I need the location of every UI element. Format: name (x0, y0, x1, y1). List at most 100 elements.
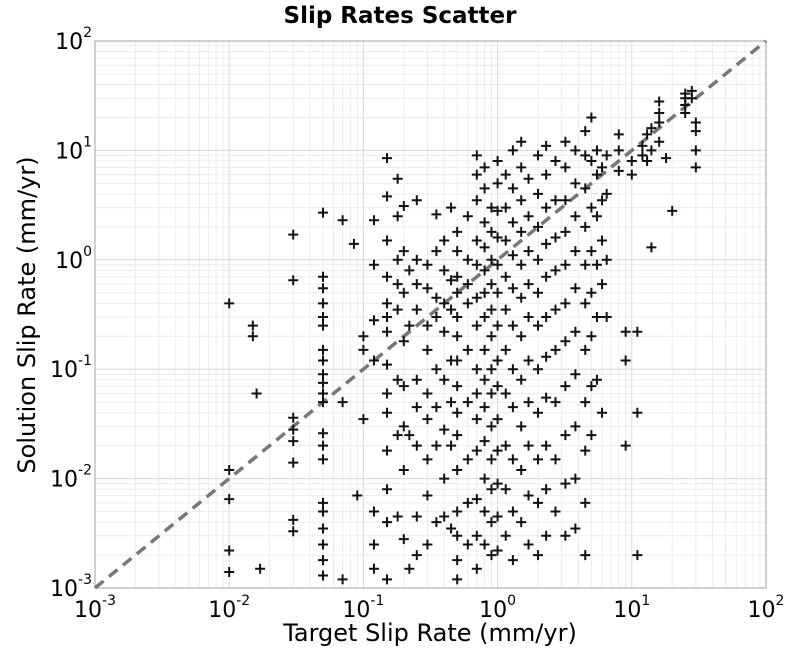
data-point (654, 96, 665, 107)
data-point (601, 312, 612, 323)
data-point (422, 283, 433, 294)
data-point (452, 246, 463, 257)
data-point (492, 287, 503, 298)
data-point (492, 320, 503, 331)
data-point (471, 445, 482, 456)
data-point (382, 191, 393, 202)
data-point (352, 490, 363, 501)
data-point (597, 279, 608, 290)
data-point (439, 326, 450, 337)
data-point (486, 254, 497, 265)
data-point (661, 153, 672, 164)
data-point (500, 304, 511, 315)
data-point (516, 292, 527, 303)
data-point (471, 292, 482, 303)
data-point (500, 530, 511, 541)
data-points (224, 85, 701, 585)
data-point (550, 195, 561, 206)
data-point (318, 388, 329, 399)
plot-frame (94, 40, 767, 589)
data-point (318, 207, 329, 218)
data-point (580, 298, 591, 309)
data-point (586, 202, 597, 213)
data-point (392, 304, 403, 315)
data-point (288, 229, 299, 240)
data-point (580, 126, 591, 137)
data-point (471, 563, 482, 574)
data-point (318, 428, 329, 439)
data-point (318, 320, 329, 331)
data-point (523, 440, 534, 451)
data-point (392, 173, 403, 184)
data-point (318, 454, 329, 465)
data-point (516, 136, 527, 147)
data-point (507, 555, 518, 566)
data-point (516, 464, 527, 475)
data-point (318, 355, 329, 366)
data-point (642, 156, 653, 167)
data-point (411, 440, 422, 451)
data-point (369, 506, 380, 517)
data-point (591, 259, 602, 270)
data-point (471, 530, 482, 541)
data-point (597, 195, 608, 206)
data-point (532, 320, 543, 331)
data-point (486, 454, 497, 465)
data-point (479, 344, 490, 355)
data-point (654, 107, 665, 118)
data-point (471, 235, 482, 246)
data-point (601, 188, 612, 199)
data-point (586, 287, 597, 298)
data-point (523, 355, 534, 366)
data-point (452, 271, 463, 282)
data-point (318, 283, 329, 294)
data-point (500, 344, 511, 355)
data-point (686, 93, 697, 104)
data-point (690, 117, 701, 128)
data-point (492, 445, 503, 456)
data-point (550, 506, 561, 517)
data-point (667, 205, 678, 216)
data-point (398, 421, 409, 432)
data-point (479, 242, 490, 253)
data-point (392, 211, 403, 222)
data-point (382, 298, 393, 309)
data-point (471, 364, 482, 375)
data-point (516, 226, 527, 237)
data-point (452, 574, 463, 585)
data-point (626, 156, 637, 167)
data-point (439, 235, 450, 246)
data-point (516, 331, 527, 342)
data-point (404, 563, 415, 574)
data-point (532, 550, 543, 561)
data-point (570, 369, 581, 380)
data-point (550, 232, 561, 243)
data-point (500, 235, 511, 246)
data-point (452, 555, 463, 566)
data-point (392, 279, 403, 290)
data-point (507, 506, 518, 517)
data-point (479, 539, 490, 550)
reference-line-y-equals-x (93, 39, 768, 590)
data-point (646, 145, 657, 156)
data-point (516, 374, 527, 385)
data-point (452, 355, 463, 366)
data-point (452, 287, 463, 298)
data-point (492, 355, 503, 366)
data-point (613, 129, 624, 140)
data-point (382, 517, 393, 528)
data-point (580, 259, 591, 270)
data-point (479, 506, 490, 517)
x-tick-label: 101 (613, 593, 650, 623)
data-point (404, 265, 415, 276)
data-point (560, 195, 571, 206)
data-point (318, 555, 329, 566)
data-point (348, 238, 359, 249)
data-point (516, 195, 527, 206)
data-point (580, 183, 591, 194)
data-point (532, 150, 543, 161)
data-point (492, 414, 503, 425)
data-point (382, 153, 393, 164)
data-point (446, 523, 457, 534)
